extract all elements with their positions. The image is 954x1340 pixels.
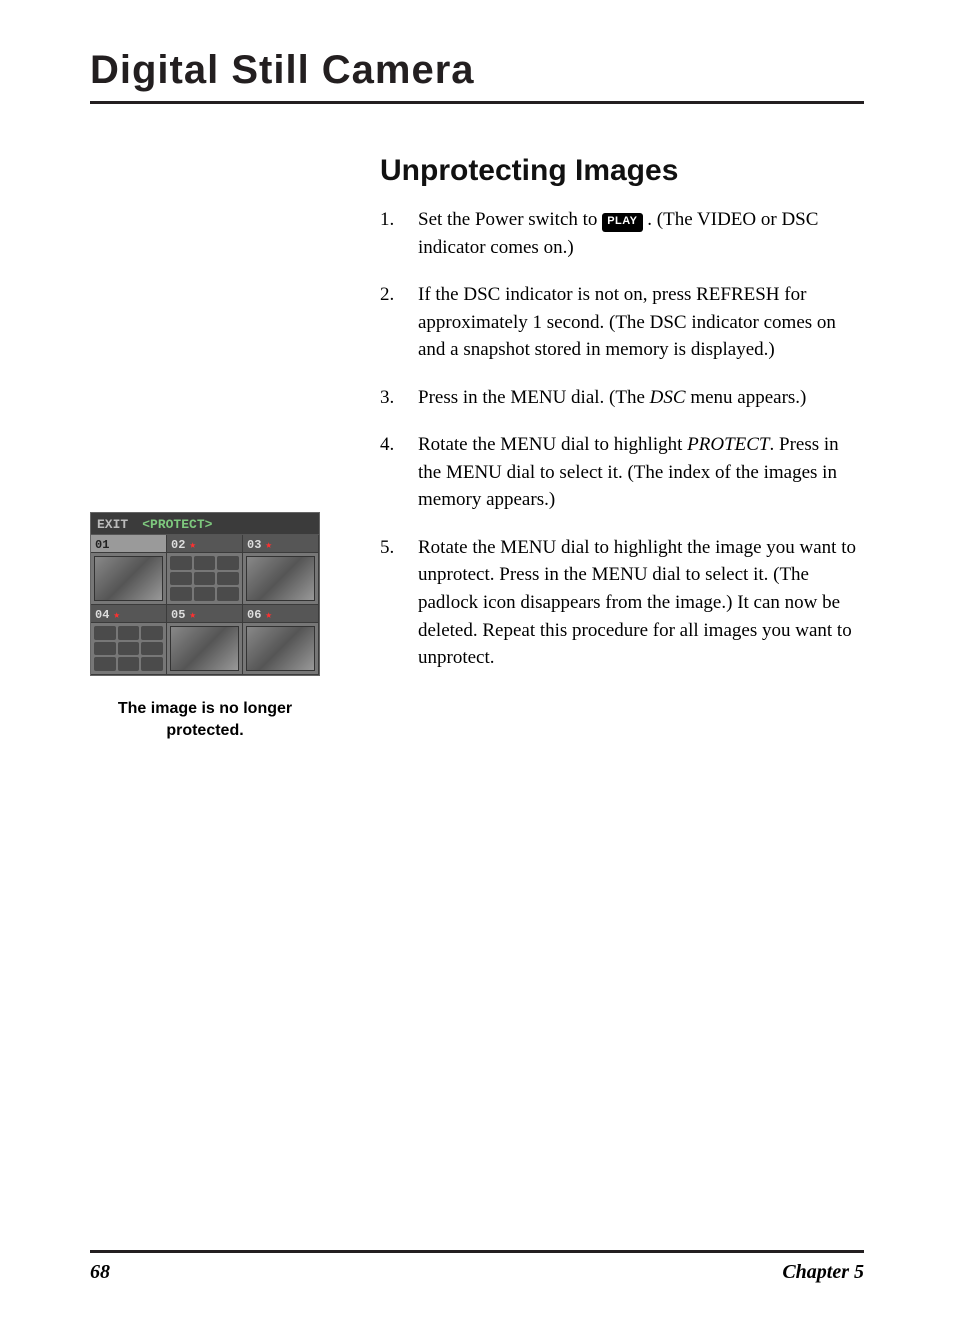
protect-exit-label: EXIT [97,517,128,532]
thumb-05 [167,623,243,675]
step-text-post: menu appears.) [686,387,807,408]
play-badge-icon: PLAY [602,213,642,232]
step-number: 4. [380,431,418,514]
step-3: 3. Press in the MENU dial. (The DSC menu… [380,384,864,412]
step-text-ital: DSC [650,387,686,408]
page-footer: 68 Chapter 5 [90,1250,864,1284]
thumb-06 [243,623,319,675]
thumb-label-text: 01 [95,538,109,552]
step-body: Rotate the MENU dial to highlight the im… [418,534,864,672]
screenshot-caption: The image is no longer protected. [90,698,320,741]
protect-star-icon: ★ [113,608,120,622]
protect-title-label: <PROTECT> [142,517,212,532]
thumb-01 [91,553,167,605]
thumb-label-02: 02 ★ [167,535,243,553]
thumb-label-text: 04 [95,608,109,622]
protect-star-icon: ★ [189,538,196,552]
page-number: 68 [90,1261,110,1284]
thumb-label-text: 06 [247,608,261,622]
title-rule [90,101,864,104]
step-text-pre: Press in the MENU dial. (The [418,387,650,408]
section-heading: Unprotecting Images [380,154,864,188]
thumb-03 [243,553,319,605]
step-text-pre: Set the Power switch to [418,209,602,230]
chapter-label: Chapter 5 [782,1261,864,1284]
step-text-ital: PROTECT [687,434,769,455]
thumb-04 [91,623,167,675]
protect-star-icon: ★ [265,538,272,552]
step-number: 1. [380,206,418,261]
step-body: If the DSC indicator is not on, press RE… [418,281,864,364]
step-text-pre: Rotate the MENU dial to highlight [418,434,687,455]
step-body: Press in the MENU dial. (The DSC menu ap… [418,384,864,412]
step-2: 2. If the DSC indicator is not on, press… [380,281,864,364]
step-number: 2. [380,281,418,364]
step-1: 1. Set the Power switch to PLAY . (The V… [380,206,864,261]
thumb-02 [167,553,243,605]
protect-star-icon: ★ [189,608,196,622]
chapter-title: Digital Still Camera [90,48,864,99]
thumb-label-text: 02 [171,538,185,552]
protect-screen-header: EXIT <PROTECT> [91,513,319,534]
step-number: 5. [380,534,418,672]
thumb-label-text: 03 [247,538,261,552]
caption-line1: The image is no longer [118,700,292,717]
protect-screen: EXIT <PROTECT> 01 02 ★ 03 ★ [90,512,320,676]
step-4: 4. Rotate the MENU dial to highlight PRO… [380,431,864,514]
caption-line2: protected. [166,722,243,739]
step-number: 3. [380,384,418,412]
content-area: EXIT <PROTECT> 01 02 ★ 03 ★ [90,154,864,741]
step-body: Rotate the MENU dial to highlight PROTEC… [418,431,864,514]
thumb-label-text: 05 [171,608,185,622]
thumb-label-01: 01 [91,535,167,553]
thumb-label-03: 03 ★ [243,535,319,553]
protect-thumb-grid: 01 02 ★ 03 ★ 04 [91,534,319,675]
thumb-label-06: 06 ★ [243,605,319,623]
step-5: 5. Rotate the MENU dial to highlight the… [380,534,864,672]
right-column: Unprotecting Images 1. Set the Power swi… [380,154,864,741]
step-body: Set the Power switch to PLAY . (The VIDE… [418,206,864,261]
footer-rule [90,1250,864,1253]
protect-star-icon: ★ [265,608,272,622]
thumb-label-04: 04 ★ [91,605,167,623]
left-column: EXIT <PROTECT> 01 02 ★ 03 ★ [90,154,380,741]
thumb-label-05: 05 ★ [167,605,243,623]
